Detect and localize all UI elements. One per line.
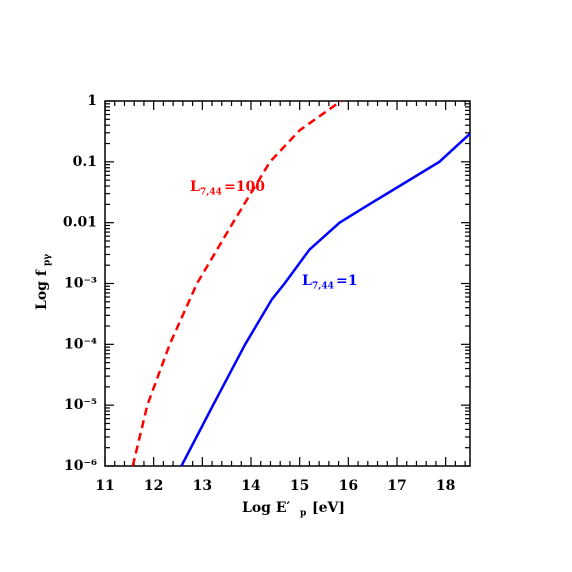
y-tick-label: 0.01 xyxy=(63,215,97,231)
y-tick-label: 10⁻⁶ xyxy=(64,458,97,474)
series-label-sub: 7,44 xyxy=(312,282,334,292)
y-axis-label-group: Log f pγ xyxy=(34,254,53,310)
series-label: L xyxy=(302,273,312,289)
plot-frame xyxy=(104,100,471,467)
y-tick-label: 10⁻³ xyxy=(64,276,97,292)
x-axis-label-unit: [eV] xyxy=(312,500,345,516)
series-label: L xyxy=(190,179,200,195)
series-label-sub: 7,44 xyxy=(200,188,222,198)
x-tick-label: 16 xyxy=(339,478,358,494)
y-tick-label: 1 xyxy=(87,93,97,109)
series-label-name: =100 xyxy=(224,179,265,195)
x-tick-label: 14 xyxy=(241,478,261,494)
x-axis-label-sub: p xyxy=(300,509,306,519)
x-axis-label: Log E′ xyxy=(242,500,291,516)
x-tick-label: 15 xyxy=(290,478,309,494)
x-tick-label: 12 xyxy=(144,478,163,494)
x-tick-label: 17 xyxy=(387,478,406,494)
x-tick-label: 11 xyxy=(95,478,114,494)
y-tick-label: 10⁻⁴ xyxy=(64,336,97,352)
y-axis-label: Log f xyxy=(34,269,50,310)
y-tick-label: 0.1 xyxy=(73,154,97,170)
x-tick-label: 18 xyxy=(436,478,455,494)
series-label-name: =1 xyxy=(336,273,357,289)
line-series xyxy=(180,132,471,467)
y-tick-label: 10⁻⁵ xyxy=(64,397,97,413)
x-tick-label: 13 xyxy=(193,478,212,494)
y-axis-label-sub: pγ xyxy=(43,254,53,266)
